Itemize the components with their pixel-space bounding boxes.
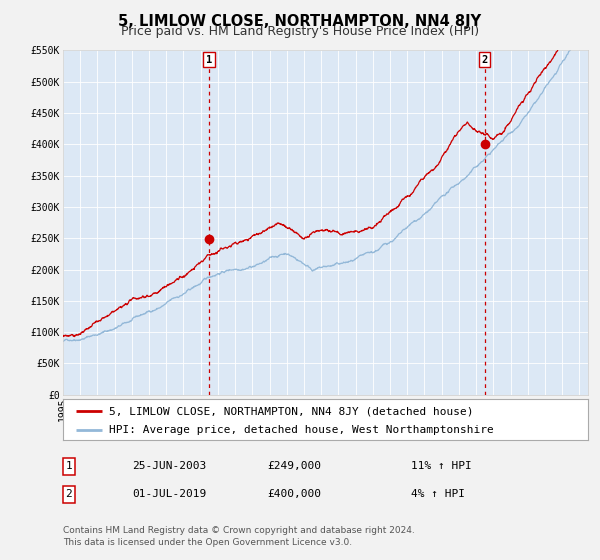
Text: 01-JUL-2019: 01-JUL-2019	[132, 489, 206, 500]
Text: Price paid vs. HM Land Registry's House Price Index (HPI): Price paid vs. HM Land Registry's House …	[121, 25, 479, 38]
Text: 2: 2	[65, 489, 73, 500]
Text: 2: 2	[482, 55, 488, 65]
Text: 11% ↑ HPI: 11% ↑ HPI	[411, 461, 472, 472]
Text: 5, LIMLOW CLOSE, NORTHAMPTON, NN4 8JY (detached house): 5, LIMLOW CLOSE, NORTHAMPTON, NN4 8JY (d…	[109, 407, 474, 417]
Text: 5, LIMLOW CLOSE, NORTHAMPTON, NN4 8JY: 5, LIMLOW CLOSE, NORTHAMPTON, NN4 8JY	[118, 14, 482, 29]
Text: £400,000: £400,000	[267, 489, 321, 500]
Text: £249,000: £249,000	[267, 461, 321, 472]
Text: 25-JUN-2003: 25-JUN-2003	[132, 461, 206, 472]
Text: Contains HM Land Registry data © Crown copyright and database right 2024.
This d: Contains HM Land Registry data © Crown c…	[63, 526, 415, 547]
Text: HPI: Average price, detached house, West Northamptonshire: HPI: Average price, detached house, West…	[109, 424, 494, 435]
Text: 1: 1	[65, 461, 73, 472]
Text: 1: 1	[206, 55, 212, 65]
Text: 4% ↑ HPI: 4% ↑ HPI	[411, 489, 465, 500]
